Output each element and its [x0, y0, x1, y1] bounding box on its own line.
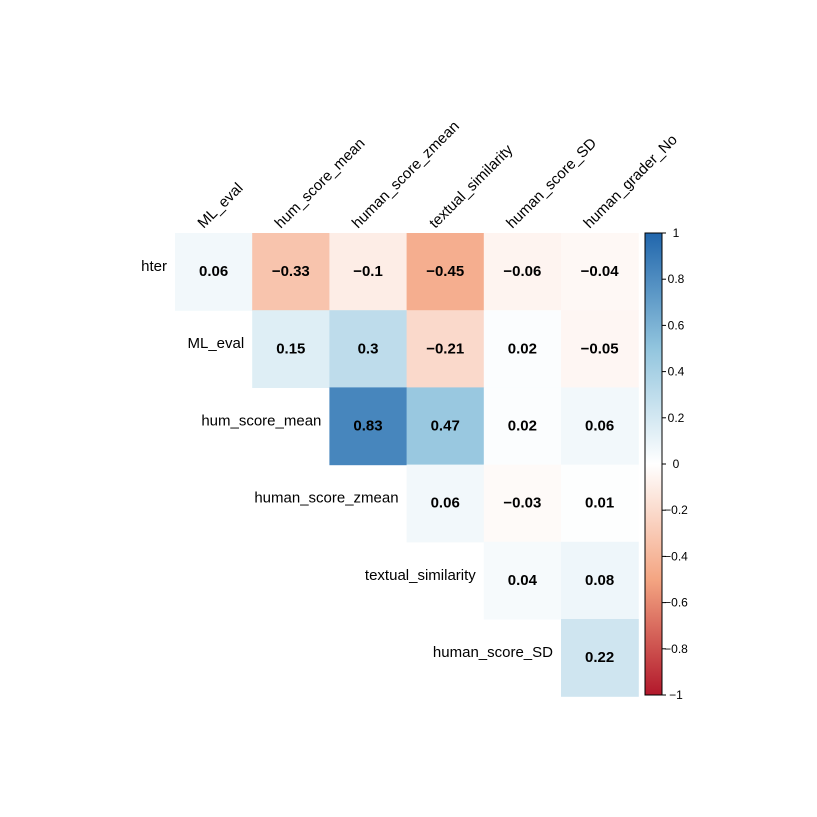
cell-value-human-score-sd-human-grader-no: 0.22 — [585, 649, 614, 666]
cell-hum-score-mean-textual-similarity — [406, 387, 485, 466]
cell-value-ml-eval-human-grader-no: −0.05 — [581, 340, 619, 357]
heatmap-cells — [175, 233, 639, 697]
colorbar-tick-label: −0.2 — [664, 503, 688, 517]
column-labels: ML_eval hum_score_meanhuman_score_zmeante… — [194, 118, 680, 232]
column-label-ml-eval: ML_eval — [194, 180, 246, 232]
colorbar-tick-label: 0 — [673, 457, 680, 471]
cell-value-hum-score-mean-human-score-zmean: 0.83 — [353, 418, 382, 435]
cell-human-score-zmean-human-score-sd — [483, 464, 562, 543]
cell-value-ml-eval-human-score-zmean: 0.3 — [358, 340, 379, 357]
cell-value-ml-eval-hum-score-mean: 0.15 — [276, 340, 305, 357]
cell-ml-eval-human-score-sd — [483, 310, 562, 388]
cell-ml-eval-hum-score-mean — [252, 310, 330, 388]
row-label-hum-score-mean: hum_score_mean — [201, 412, 321, 429]
cell-textual-similarity-human-grader-no — [561, 541, 639, 620]
row-label-textual-similarity: textual_similarity — [365, 567, 476, 584]
row-label-human-score-zmean: human_score_zmean — [254, 490, 398, 507]
row-labels: hter ML_eval hum_score_mean human_score_zme… — [141, 258, 553, 661]
cell-hter-human-score-zmean — [329, 233, 408, 311]
cell-ml-eval-human-grader-no — [561, 310, 639, 388]
colorbar-tick-label: −1 — [669, 688, 683, 702]
cell-hum-score-mean-human-score-sd — [483, 387, 562, 466]
cell-hum-score-mean-human-grader-no — [561, 387, 639, 466]
row-label-hter: hter — [141, 258, 167, 275]
row-label-human-score-sd: human_score_SD — [433, 644, 553, 661]
cell-value-hter-human-grader-no: −0.04 — [581, 263, 620, 280]
cell-hter-human-score-sd — [483, 233, 562, 311]
colorbar-gradient-bar — [644, 232, 663, 696]
cell-value-hum-score-mean-human-grader-no: 0.06 — [585, 418, 614, 435]
cell-value-hter-ml-eval: 0.06 — [199, 263, 228, 280]
cell-value-labels: 0.06 −0.33 −0.1 −0.45 −0.06 −0.04 0.15 0.3 −0.21… — [199, 263, 619, 666]
cell-textual-similarity-human-score-sd — [483, 541, 562, 620]
cell-value-textual-similarity-human-grader-no: 0.08 — [585, 572, 614, 589]
cell-human-score-zmean-human-grader-no — [561, 464, 639, 543]
cell-value-hum-score-mean-human-score-sd: 0.02 — [508, 418, 537, 435]
cell-value-hter-hum-score-mean: −0.33 — [272, 263, 310, 280]
colorbar-tick-label: 0.2 — [668, 411, 685, 425]
colorbar-tick-label: −0.6 — [664, 596, 688, 610]
cell-hter-hum-score-mean — [252, 233, 330, 311]
cell-hter-textual-similarity — [406, 233, 485, 311]
cell-value-textual-similarity-human-score-sd: 0.04 — [508, 572, 538, 589]
cell-value-hter-human-score-zmean: −0.1 — [353, 263, 383, 280]
cell-ml-eval-human-score-zmean — [329, 310, 408, 388]
cell-value-ml-eval-human-score-sd: 0.02 — [508, 340, 537, 357]
cell-hter-human-grader-no — [561, 233, 639, 311]
colorbar-ticks: 1 0.8 0.6 0.4 0.2 0 −0.2 −0.4 −0.6 −0.8 −1 — [662, 226, 688, 702]
column-label-textual-similarity: textual_similarity — [426, 141, 517, 232]
cell-value-human-score-zmean-human-grader-no: 0.01 — [585, 495, 614, 512]
colorbar-tick-label: 0.4 — [668, 365, 685, 379]
colorbar-tick-label: 0.6 — [668, 318, 685, 332]
cell-value-human-score-zmean-textual-similarity: 0.06 — [431, 495, 460, 512]
colorbar-tick-label: 1 — [673, 226, 680, 240]
cell-ml-eval-textual-similarity — [406, 310, 485, 388]
row-label-ml-eval: ML_eval — [187, 335, 244, 352]
cell-value-human-score-zmean-human-score-sd: −0.03 — [503, 495, 541, 512]
cell-hter-ml-eval — [175, 233, 253, 311]
cell-value-hter-textual-similarity: −0.45 — [426, 263, 464, 280]
cell-value-hter-human-score-sd: −0.06 — [503, 263, 541, 280]
colorbar-tick-label: −0.4 — [664, 549, 688, 563]
cell-value-hum-score-mean-textual-similarity: 0.47 — [431, 418, 460, 435]
cell-human-score-sd-human-grader-no — [561, 619, 639, 697]
cell-value-ml-eval-textual-similarity: −0.21 — [426, 340, 464, 357]
cell-hum-score-mean-human-score-zmean — [329, 387, 408, 466]
colorbar-tick-label: −0.8 — [664, 642, 688, 656]
cell-human-score-zmean-textual-similarity — [406, 464, 485, 543]
colorbar-tick-label: 0.8 — [668, 272, 685, 286]
colorbar: 1 0.8 0.6 0.4 0.2 0 −0.2 −0.4 −0.6 −0.8 −1 — [644, 226, 688, 702]
